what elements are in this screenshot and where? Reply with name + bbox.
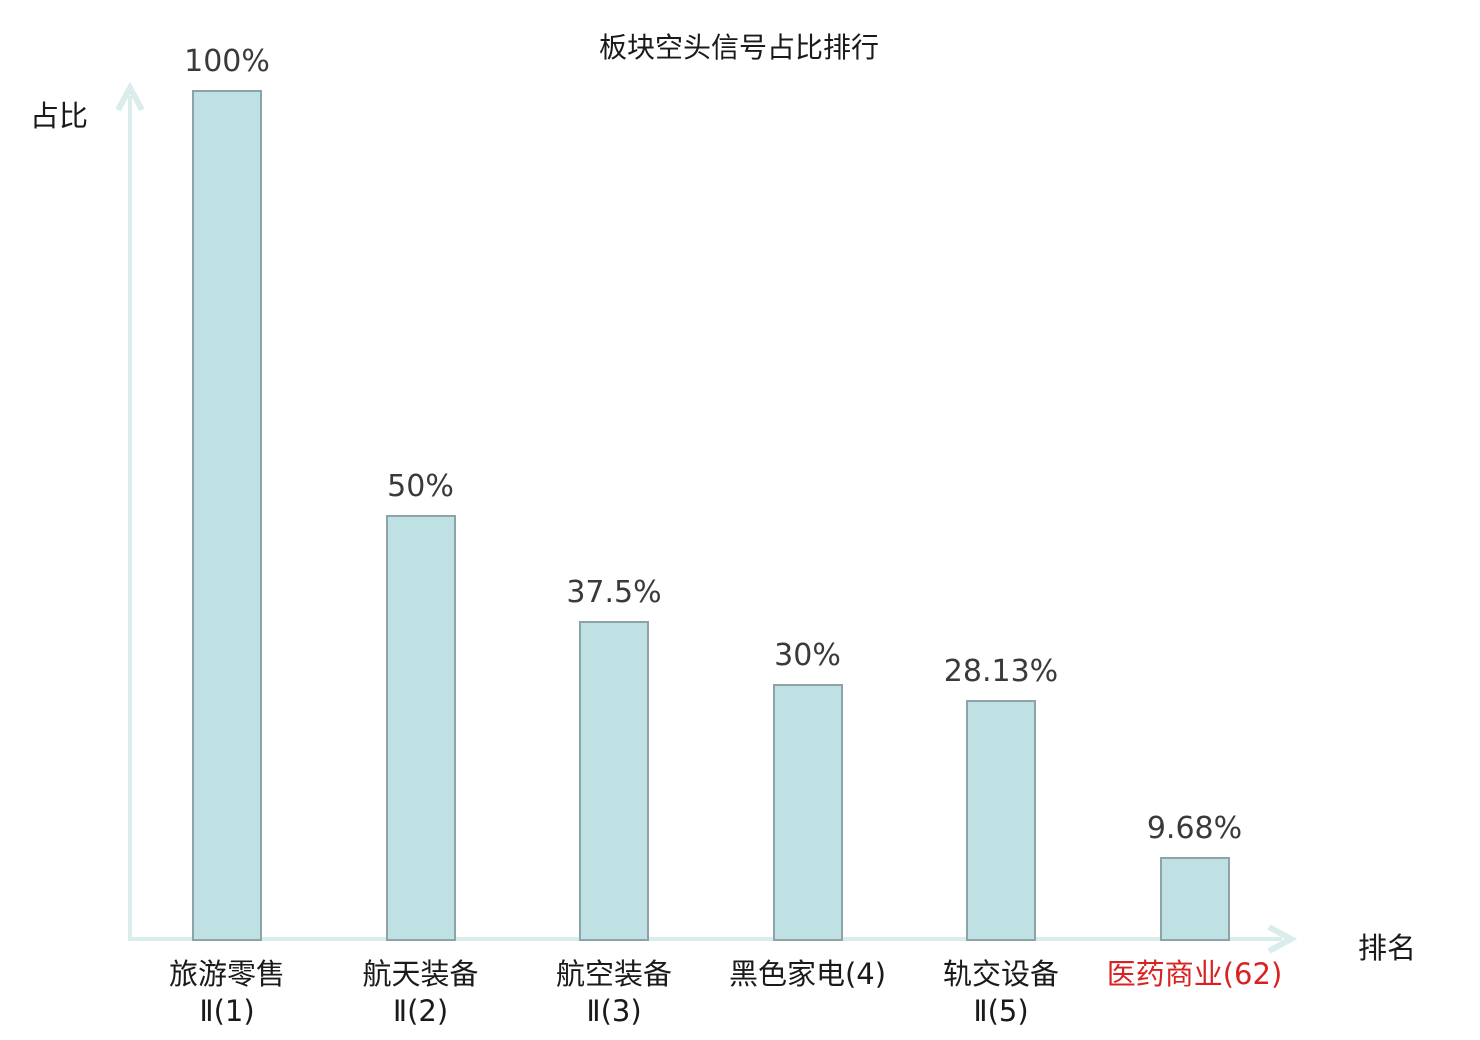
y-axis-label: 占比 [30,99,89,133]
bar-value-label: 28.13% [943,654,1059,690]
bar [772,684,843,941]
bar-value-label: 30% [774,638,841,674]
bar [385,514,456,941]
y-axis-arrow-icon [115,81,145,112]
bar [192,90,262,941]
bar-category-label: 轨交设备 Ⅱ(5) [871,956,1131,1030]
bar-category-label: 医药商业(62) [1065,956,1325,993]
bar-category-line2: Ⅱ(2) [392,994,449,1028]
bar-category-line1: 黑色家电(4) [728,957,887,991]
bar-category-line1: 航天装备 [362,957,479,991]
x-axis-arrow-icon [1267,924,1298,954]
bar-value-label: 100% [184,44,270,79]
bar-category-line2: Ⅱ(1) [199,994,255,1028]
bar-category-label: 航天装备 Ⅱ(2) [291,956,551,1030]
bar-category-line1: 医药商业(62) [1106,957,1283,991]
bar-category-line1: 轨交设备 [942,957,1059,991]
chart-title: 板块空头信号占比排行 [598,31,880,64]
bar-category-line2: Ⅱ(5) [973,994,1029,1028]
bar [579,620,649,941]
bar-value-label: 9.68% [1146,810,1243,846]
bar [1159,856,1230,941]
bar-category-line1: 航空装备 [555,957,672,991]
x-axis-label: 排名 [1358,931,1417,965]
bar-category-label: 黑色家电(4) [678,956,938,993]
bar-category-line1: 旅游零售 [168,957,285,991]
bar-value-label: 37.5% [566,574,662,610]
bar-value-label: 50% [387,468,454,504]
bar-category-label: 航空装备 Ⅱ(3) [484,956,744,1030]
bar-category-label: 旅游零售 Ⅱ(1) [97,956,357,1030]
bar-category-line2: Ⅱ(3) [586,994,642,1028]
bar [966,700,1036,941]
